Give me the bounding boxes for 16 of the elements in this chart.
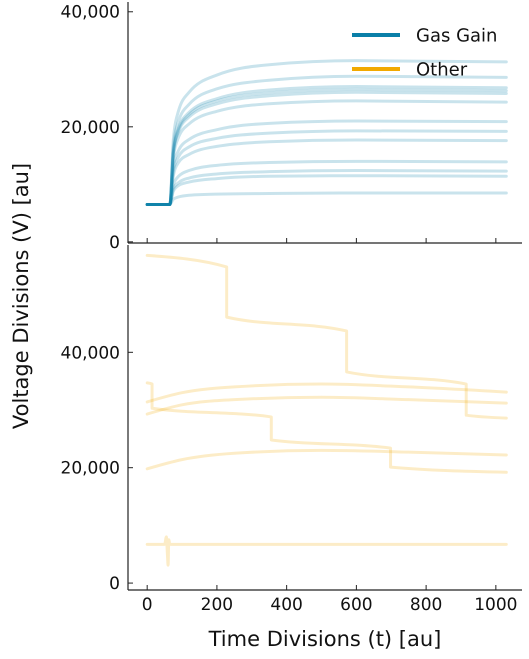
y-tick-label: 20,000 [60, 118, 120, 138]
y-tick-label: 0 [109, 232, 120, 253]
x-tick-label: 0 [142, 595, 153, 615]
x-tick-label: 800 [410, 595, 442, 615]
x-tick-label: 1000 [474, 595, 518, 615]
x-axis-title: Time Divisions (t) [au] [208, 627, 442, 651]
y-tick-label: 40,000 [60, 2, 120, 23]
legend-label: Gas Gain [416, 25, 498, 46]
y-axis-title: Voltage Divisions (V) [au] [9, 162, 33, 430]
y-tick-label: 0 [109, 574, 120, 594]
y-tick-label: 40,000 [60, 343, 120, 364]
x-tick-label: 400 [270, 595, 303, 615]
x-tick-label: 200 [200, 595, 234, 615]
y-tick-label: 20,000 [60, 458, 120, 479]
text: Other [416, 59, 468, 80]
x-tick-label: 600 [340, 595, 373, 615]
